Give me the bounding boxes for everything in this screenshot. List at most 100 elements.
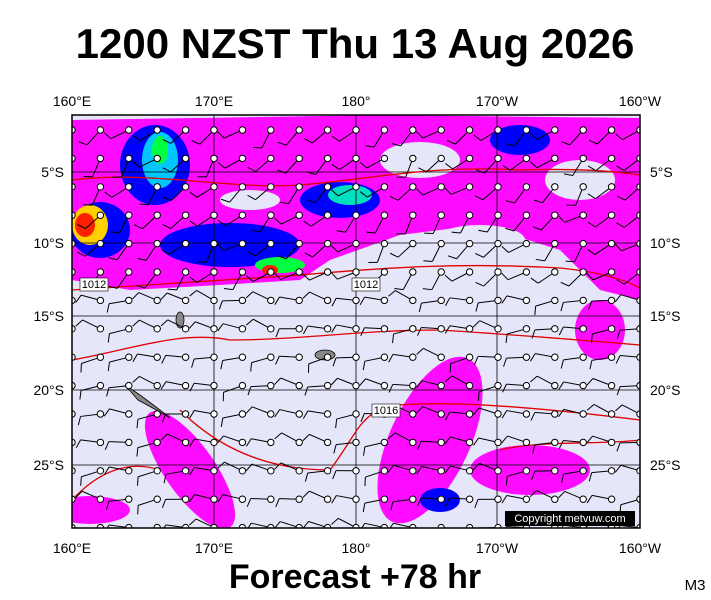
barb-station (125, 296, 133, 305)
barb-station (494, 183, 502, 191)
barb-flag (558, 381, 564, 390)
barb-station (522, 239, 531, 248)
barb-station (465, 211, 474, 219)
barb-flag (76, 251, 86, 257)
barb-station (607, 183, 616, 191)
barb-station (125, 353, 133, 361)
barb-station (96, 410, 105, 418)
barb-flag (359, 378, 366, 386)
barb-station (437, 410, 445, 418)
barb-station (295, 268, 303, 276)
barb-flag (110, 231, 120, 234)
barb-station (494, 438, 502, 447)
barb-flag (160, 319, 169, 327)
barb-station (380, 467, 389, 475)
barb-station (409, 410, 417, 418)
barb-station (409, 296, 417, 305)
longitude-label: 170°E (195, 93, 233, 109)
barb-station (409, 353, 417, 361)
barb-station (210, 467, 218, 475)
barb-station (295, 467, 303, 475)
barb-flag (501, 295, 508, 304)
barb-station (607, 211, 616, 219)
barb-station (125, 467, 133, 475)
barb-station (522, 211, 531, 219)
barb-flag (359, 191, 368, 198)
barb-station (125, 381, 133, 390)
barb-flag (587, 193, 596, 200)
barb-station (323, 154, 332, 163)
barb-station (551, 211, 559, 219)
barb-flag (532, 226, 542, 231)
barb-flag (160, 292, 168, 300)
barb-station (96, 154, 105, 163)
barb-flag (477, 391, 480, 401)
barb-flag (418, 303, 422, 312)
barb-station (153, 410, 161, 418)
barb-station (210, 410, 218, 418)
barb-flag (167, 288, 177, 291)
barb-flag (392, 334, 395, 344)
barb-station (153, 126, 161, 134)
barb-station (551, 154, 559, 163)
barb-flag (77, 224, 86, 230)
barb-station (409, 126, 417, 134)
barb-station (437, 438, 445, 447)
barb-flag (531, 329, 536, 339)
barb-flag (302, 291, 310, 299)
barb-flag (365, 145, 375, 148)
barb-station (210, 154, 218, 163)
barb-station (607, 438, 616, 447)
barb-flag (302, 434, 310, 442)
barb-flag (274, 377, 282, 385)
barb-station (522, 268, 531, 276)
barb-station (125, 495, 133, 503)
barb-station (579, 495, 587, 503)
barb-flag (247, 522, 252, 528)
latitude-label: 20°S (650, 382, 681, 398)
barb-station (380, 154, 389, 163)
barb-station (551, 381, 559, 390)
barb-flag (445, 163, 453, 170)
barb-flag (107, 333, 110, 343)
barb-station (181, 495, 190, 503)
barb-station (607, 467, 616, 475)
barb-station (323, 183, 332, 191)
barb-staff (72, 215, 73, 216)
barb-staff (72, 272, 73, 273)
barb-flag (587, 221, 596, 228)
barb-station (210, 381, 218, 390)
barb-flag (505, 200, 515, 204)
barb-station (551, 183, 559, 191)
barb-station (153, 325, 161, 333)
barb-station (323, 296, 332, 305)
barb-flag (274, 272, 282, 280)
barb-flag (417, 441, 422, 450)
barb-station (551, 438, 559, 447)
barb-flag (565, 260, 575, 263)
barb-flag (189, 494, 195, 503)
barb-station (522, 438, 531, 447)
barb-station (579, 353, 587, 361)
barb-flag (529, 133, 538, 140)
barb-station (579, 467, 587, 475)
barb-station (380, 183, 389, 191)
barb-flag (132, 292, 140, 300)
barb-flag (48, 275, 55, 281)
barb-station (352, 126, 360, 134)
barb-flag (245, 463, 253, 472)
barb-station (409, 381, 417, 390)
barb-station (551, 126, 559, 134)
barb-station (607, 154, 616, 163)
barb-flag (247, 166, 256, 172)
barb-station (323, 325, 332, 333)
barb-station (437, 126, 445, 134)
map-area (48, 115, 640, 528)
barb-flag (274, 296, 280, 305)
barb-station (465, 154, 474, 163)
barb-flag (502, 383, 507, 393)
barb-station (153, 239, 161, 248)
barb-station (522, 495, 531, 503)
barb-station (295, 495, 303, 503)
